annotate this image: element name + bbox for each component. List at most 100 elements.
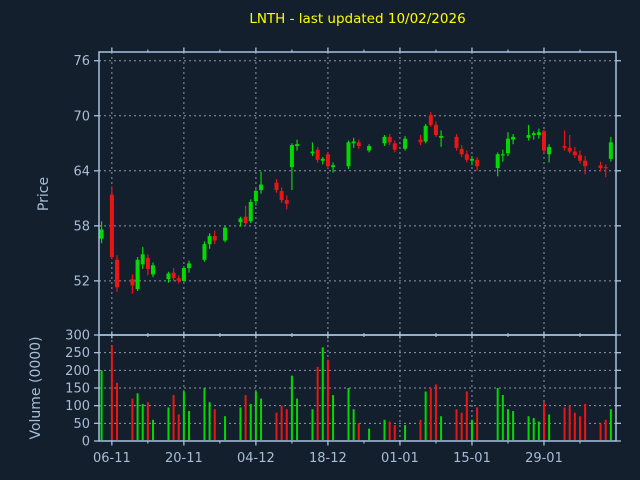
candle-2025-12-17 [320, 158, 325, 161]
volume-bar [203, 388, 206, 440]
candle-2026-01-30 [547, 146, 552, 155]
volume-bar [573, 412, 576, 440]
volume-bar [116, 382, 119, 440]
candle-2025-12-29 [382, 136, 387, 144]
volume-bar [249, 403, 252, 440]
candle-2025-11-28 [223, 227, 228, 241]
candle-2026-02-05 [577, 155, 582, 161]
volume-bar [152, 419, 155, 440]
candle-2026-01-06 [423, 125, 428, 142]
tick-labels: 52 58 64 70 76 0 50 100 150 200 250 300 06-11 20-11 04… [65, 54, 563, 466]
candle-2025-12-03 [248, 201, 253, 222]
tick-label: 18-12 [309, 451, 347, 466]
tick-label: 200 [65, 364, 90, 379]
candle-2026-01-21 [500, 154, 505, 156]
volume-bar [578, 416, 581, 440]
volume-bar [604, 419, 607, 440]
candle-2026-01-27 [531, 133, 536, 136]
volume-bar [131, 398, 134, 440]
candle-2026-02-03 [567, 147, 572, 152]
volume-bar [512, 410, 515, 440]
volume-bar [275, 412, 278, 440]
volume-bar [321, 347, 324, 440]
volume-bar [280, 405, 283, 440]
candle-2025-12-01 [238, 218, 243, 223]
volume-bar [239, 407, 242, 440]
tick-label: 100 [65, 399, 90, 414]
candle-2025-12-02 [243, 216, 248, 224]
candle-2026-01-09 [439, 135, 444, 138]
candle-2025-12-10 [284, 200, 289, 204]
volume-bar [368, 428, 371, 440]
candle-2026-02-11 [608, 142, 613, 159]
volume-bar [316, 366, 319, 440]
volume-bar [172, 395, 175, 440]
volume-bar [383, 419, 386, 440]
tick-label: 76 [73, 54, 90, 69]
volume-bar [501, 395, 504, 440]
candle-2025-11-04 [99, 229, 104, 239]
candle-2025-11-10 [130, 279, 135, 286]
candle-2026-01-14 [464, 154, 469, 160]
volume-bar [213, 409, 216, 440]
tick-label: 52 [73, 274, 90, 289]
volume-bar [568, 405, 571, 440]
candle-2025-12-24 [356, 142, 361, 147]
volume-bar [290, 375, 293, 440]
candle-2025-11-07 [115, 259, 120, 288]
candle-2025-11-20 [181, 268, 186, 281]
volume-bar [532, 418, 535, 440]
candle-2025-12-18 [325, 154, 330, 167]
tick-label: 70 [73, 109, 90, 124]
volume-bar [146, 402, 149, 440]
candle-2025-12-16 [315, 149, 320, 160]
tick-label: 06-11 [93, 451, 131, 466]
volume-bar [188, 410, 191, 440]
volume-bar [177, 414, 180, 440]
candle-2025-12-22 [346, 142, 351, 167]
candle-2026-02-02 [562, 146, 567, 148]
candle-2025-12-12 [295, 144, 300, 147]
candle-2025-11-25 [207, 235, 212, 245]
candle-2025-11-11 [135, 259, 140, 290]
axes-spines [98, 51, 617, 442]
volume-bar [599, 423, 602, 440]
gridlines [99, 52, 616, 441]
candle-2025-12-09 [279, 190, 284, 201]
tick-label: 04-12 [237, 451, 275, 466]
volume-bar [609, 409, 612, 440]
axis-ticks [94, 47, 621, 446]
volume-bar [208, 402, 211, 440]
candle-2025-12-31 [392, 143, 397, 150]
volume-bar [182, 391, 185, 440]
volume-bar [429, 388, 432, 440]
candle-2026-01-28 [536, 132, 541, 136]
volume-bar [347, 388, 350, 440]
volume-bar [548, 414, 551, 440]
candle-2025-11-18 [171, 272, 176, 279]
candle-2025-11-26 [212, 235, 217, 241]
volume-bar [434, 384, 437, 440]
volume-bar [465, 391, 468, 440]
volume-bar [388, 421, 391, 440]
volume-bar [584, 403, 587, 440]
chart-title: LNTH - last updated 10/02/2026 [249, 11, 466, 27]
tick-label: 20-11 [165, 451, 203, 466]
volume-bar [285, 409, 288, 440]
candle-2026-02-06 [583, 160, 588, 167]
candle-2025-11-13 [145, 257, 150, 269]
candle-2026-02-10 [603, 167, 608, 169]
volume-bar [311, 409, 314, 440]
candle-2026-01-29 [541, 131, 546, 151]
candle-2026-01-05 [418, 139, 423, 143]
candle-2026-01-22 [505, 138, 510, 154]
volume-bar [326, 359, 329, 440]
tick-label: 50 [73, 417, 90, 432]
volume-bar [141, 403, 144, 440]
volume-bar [424, 391, 427, 440]
volume-bar [537, 421, 540, 440]
candle-2026-02-09 [598, 165, 603, 169]
candle-2026-01-26 [526, 135, 531, 138]
tick-label: 01-01 [381, 451, 419, 466]
candle-2026-01-23 [511, 136, 516, 140]
